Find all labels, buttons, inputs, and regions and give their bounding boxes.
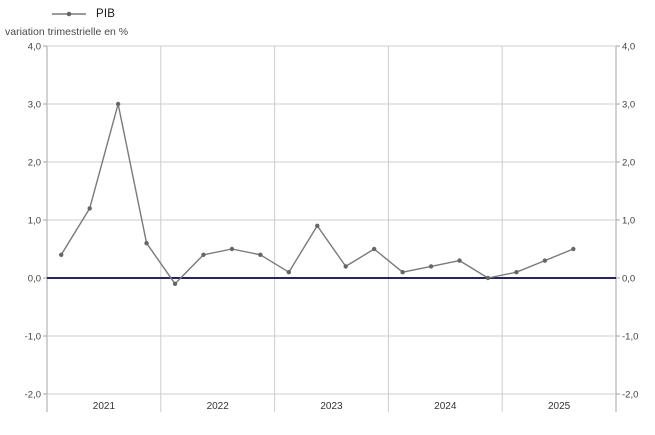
series-line [60, 103, 574, 285]
data-point [371, 246, 377, 252]
legend-line-marker-icon [52, 11, 86, 17]
data-point [201, 252, 206, 257]
data-point [59, 252, 64, 257]
data-point [542, 258, 548, 263]
x-year-label: 2023 [320, 401, 343, 412]
y-tick-label-right: -1,0 [622, 332, 638, 343]
data-point [229, 246, 235, 252]
x-year-label: 2024 [434, 401, 457, 412]
x-year-label: 2022 [207, 401, 230, 412]
data-point [400, 270, 405, 275]
data-point [315, 223, 320, 228]
y-tick-label-left: 4,0 [28, 42, 41, 53]
y-tick-label-right: 1,0 [622, 216, 635, 227]
x-year-label: 2025 [548, 401, 571, 412]
data-point [286, 270, 292, 275]
chart-subtitle: variation trimestrielle en % [5, 26, 129, 38]
data-point [144, 241, 149, 246]
y-tick-label-right: 3,0 [622, 100, 635, 111]
y-tick-label-right: 0,0 [622, 274, 635, 285]
y-tick-label-left: -2,0 [25, 390, 41, 401]
y-tick-label-right: -2,0 [622, 390, 638, 401]
data-point [172, 281, 178, 286]
y-tick-label-left: 1,0 [28, 216, 41, 227]
data-point [485, 275, 491, 281]
data-point [258, 252, 263, 257]
y-tick-label-left: -1,0 [25, 332, 41, 343]
y-tick-label-left: 0,0 [28, 274, 41, 285]
data-point [428, 264, 434, 269]
y-tick-label-right: 4,0 [622, 42, 635, 53]
x-year-label: 2021 [93, 401, 116, 412]
y-tick-label-right: 2,0 [622, 158, 635, 169]
data-point [115, 101, 121, 107]
data-point [514, 270, 519, 275]
data-point [457, 258, 462, 263]
data-point [87, 206, 92, 211]
legend: PIB [52, 6, 115, 22]
y-tick-label-left: 2,0 [28, 158, 41, 169]
y-tick-label-left: 3,0 [28, 100, 41, 111]
data-point [343, 264, 348, 269]
data-point [571, 246, 576, 252]
legend-label: PIB [96, 8, 116, 20]
